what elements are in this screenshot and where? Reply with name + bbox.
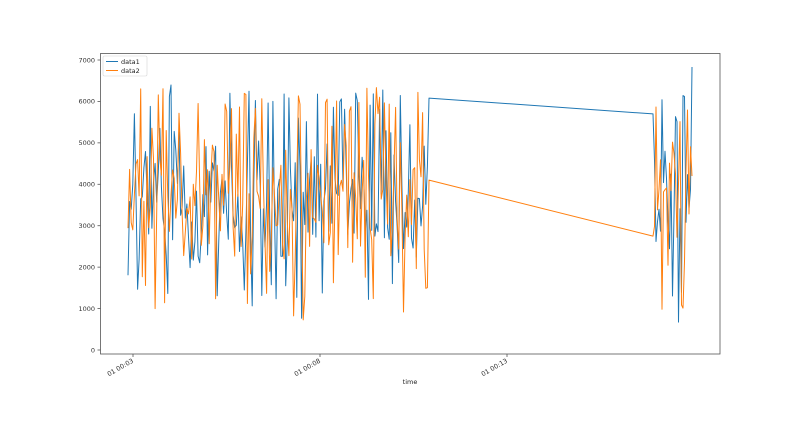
y-tick-label: 1000	[78, 305, 95, 313]
series-data2-line	[127, 87, 693, 321]
y-tick-label: 7000	[78, 56, 95, 64]
x-axis-label: time	[403, 378, 418, 386]
y-tick-label: 0	[91, 346, 95, 354]
axes-frame	[100, 53, 721, 355]
y-tick-label: 6000	[78, 98, 95, 106]
y-tick-label: 2000	[78, 263, 95, 271]
y-tick-label: 5000	[78, 139, 95, 147]
y-tick-label: 3000	[78, 222, 95, 230]
legend: data1 data2	[102, 55, 148, 77]
legend-label-data2: data2	[121, 67, 140, 75]
y-tick-label: 4000	[78, 181, 95, 189]
plot-area	[127, 66, 693, 323]
y-axis: 0 1000 2000 3000 4000 5000 6000 7000	[78, 56, 101, 354]
series-data1-line	[127, 66, 693, 323]
legend-label-data1: data1	[121, 58, 140, 66]
